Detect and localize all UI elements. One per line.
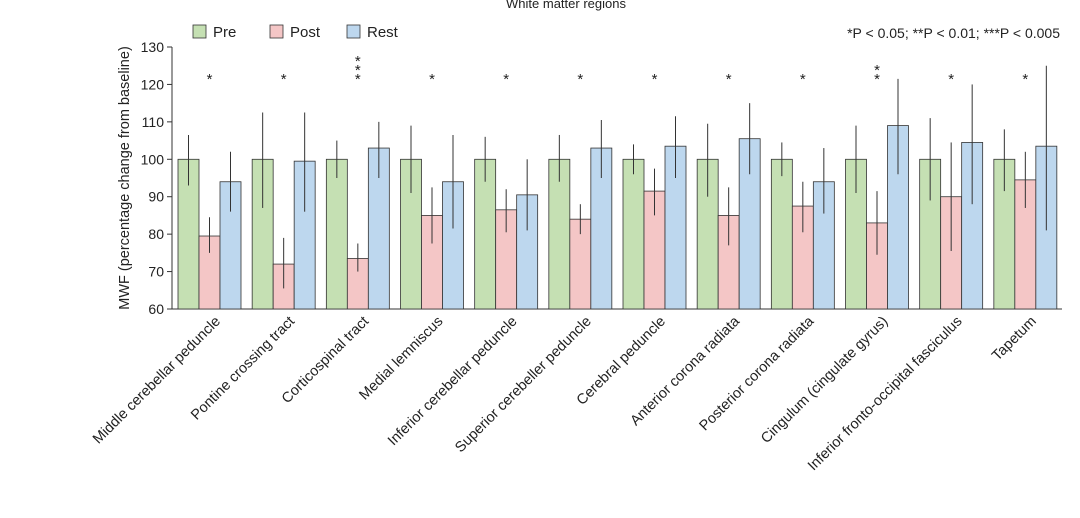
x-tick-label: Superior cerebeller peduncle	[452, 314, 594, 456]
significance-marker: *	[355, 71, 361, 88]
x-tick-label: Middle cerebellar peduncle	[90, 314, 224, 448]
significance-marker: *	[207, 71, 213, 88]
significance-marker: *	[503, 71, 509, 88]
significance-marker: *	[281, 71, 287, 88]
significance-marker: *	[429, 71, 435, 88]
significance-marker: *	[874, 71, 880, 88]
y-tick-label: 120	[141, 76, 165, 92]
legend-label-rest: Rest	[367, 24, 399, 41]
legend-label-post: Post	[290, 24, 321, 41]
y-tick-label: 90	[148, 189, 164, 205]
chart-title: White matter regions	[506, 0, 626, 11]
significance-marker: *	[726, 71, 732, 88]
legend-swatch-pre	[192, 24, 207, 39]
x-tick-label: Inferior cerebellar peduncle	[385, 314, 521, 450]
significance-marker: *	[948, 71, 954, 88]
x-tick-label: Inferior fronto-occipital fasciculus	[805, 314, 966, 475]
significance-marker: *	[1022, 71, 1028, 88]
bar-pre	[770, 158, 793, 310]
y-axis-label: MWF (percentage change from baseline)	[117, 46, 133, 310]
significance-note: *P < 0.05; **P < 0.01; ***P < 0.005	[847, 25, 1060, 41]
y-tick-label: 130	[141, 39, 165, 55]
y-tick-label: 60	[148, 301, 164, 317]
legend-swatch-post	[269, 24, 284, 39]
x-tick-label: Cingulum (cingulate gyrus)	[758, 314, 891, 447]
y-tick-label: 100	[141, 151, 165, 167]
bar-pre	[622, 158, 645, 310]
significance-marker: *	[577, 71, 583, 88]
bar-pre	[325, 158, 348, 310]
significance-marker: *	[800, 71, 806, 88]
significance-marker: *	[874, 62, 880, 79]
y-tick-label: 70	[148, 264, 164, 280]
y-tick-label: 80	[148, 226, 164, 242]
plot-area: 60 70 80 90 100 110 120 130 * Middle cerebellar p…	[90, 39, 1062, 474]
significance-marker: *	[652, 71, 658, 88]
legend: Pre Post Rest	[192, 24, 399, 41]
significance-marker: *	[355, 53, 361, 70]
significance-marker: *	[355, 62, 361, 79]
legend-label-pre: Pre	[213, 24, 236, 41]
legend-swatch-rest	[346, 24, 361, 39]
y-tick-label: 110	[142, 114, 165, 130]
x-tick-label: Tapetum	[989, 314, 1040, 365]
